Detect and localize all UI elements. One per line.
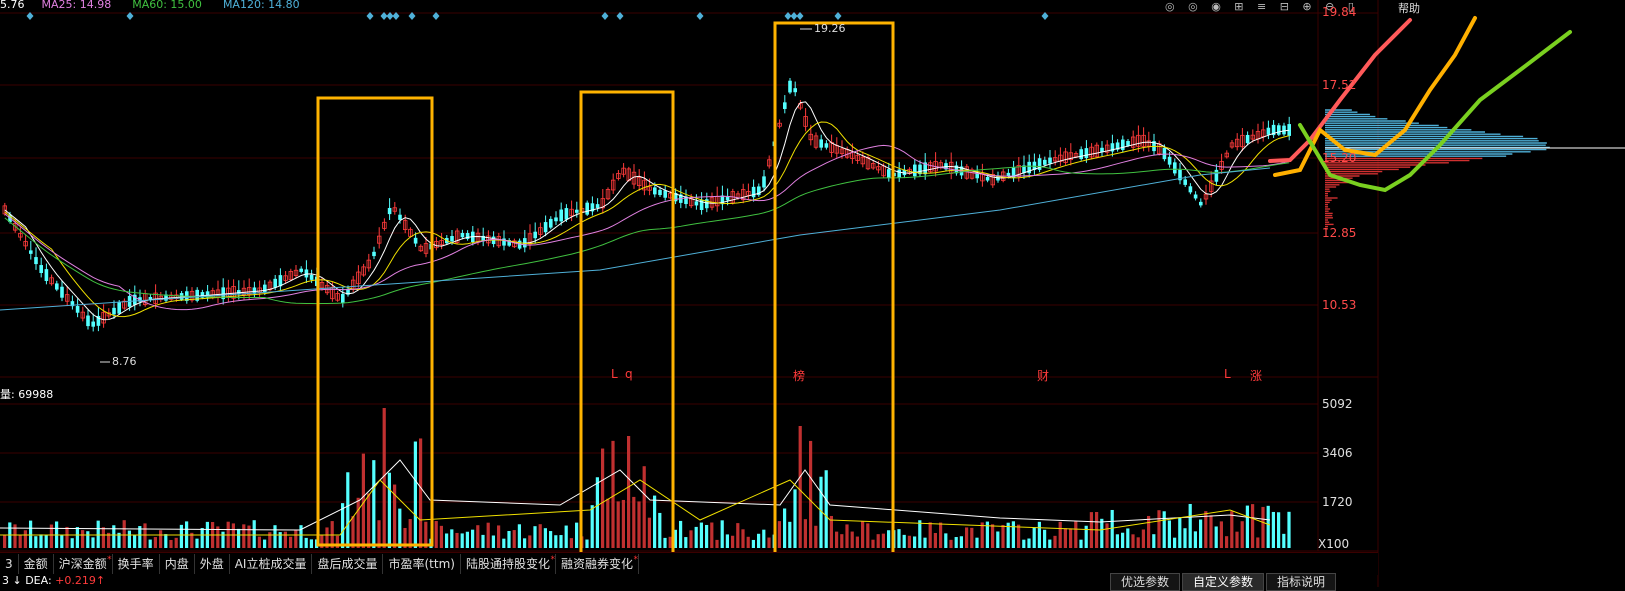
tab-label: 市盈率(ttm) <box>388 557 455 571</box>
indicator-tab[interactable]: 换手率 <box>113 554 160 574</box>
event-marker[interactable]: L <box>1224 367 1231 381</box>
low-price-label: 8.76 <box>112 355 137 368</box>
price-grid <box>0 0 1379 587</box>
tab-label: 3 <box>5 557 13 571</box>
event-marker[interactable]: 榜 <box>793 369 806 383</box>
tab-label: 陆股通持股变化 <box>465 557 550 571</box>
price-tick: 12.85 <box>1322 226 1357 240</box>
event-marker[interactable]: 涨 <box>1250 369 1263 383</box>
moving-average-lines <box>0 101 1290 321</box>
indicator-tab-bar: 3 金额 沪深金额 * 换手率 内盘 外盘 AI立桩成交量 盘后成交量 市盈率(ttm) 陆股通持股… <box>0 552 1378 575</box>
ma-legend: 5.76 MA25: 14.98 MA60: 15.00 MA120: 14.8… <box>0 0 300 12</box>
volume-ma-lines <box>0 459 1271 536</box>
window-icons[interactable]: ◎ ◎ ◉ ⊞ ≡ ⊟ ⊕ ⊖ ▯ <box>1165 0 1359 13</box>
help-label[interactable]: 帮助 <box>1398 2 1420 15</box>
price-tick: 19.84 <box>1322 5 1357 19</box>
volume-tick: 3406 <box>1322 446 1353 460</box>
indicator-tab[interactable]: 市盈率(ttm) <box>383 554 461 574</box>
annotation-curves <box>1268 16 1572 193</box>
indicator-tab[interactable]: 外盘 <box>195 554 230 574</box>
indicator-tab[interactable]: AI立桩成交量 <box>230 554 313 574</box>
parameter-buttons: 优选参数 自定义参数 指标说明 <box>1110 573 1338 591</box>
volume-tick: 1720 <box>1322 495 1353 509</box>
indicator-tab[interactable]: 金额 <box>19 554 54 574</box>
highlight-boxes <box>316 21 895 574</box>
ma-first-value: 5.76 <box>0 0 25 11</box>
dea-prefix: 3 ↓ DEA: <box>2 574 56 587</box>
star-icon: * <box>633 555 638 565</box>
tab-label: 外盘 <box>199 557 224 571</box>
dea-value: +0.219 <box>55 574 96 587</box>
tab-label: 换手率 <box>117 557 154 571</box>
indicator-tab[interactable]: 3 <box>0 554 19 574</box>
event-marker[interactable]: q <box>625 367 633 381</box>
price-tick: 17.52 <box>1322 78 1357 92</box>
tab-label: 沪深金额 <box>58 557 107 571</box>
price-tick: 10.53 <box>1322 298 1357 312</box>
parameter-button[interactable]: 优选参数 <box>1110 573 1181 591</box>
tab-label: 内盘 <box>164 557 189 571</box>
indicator-tab[interactable]: 内盘 <box>160 554 195 574</box>
ma60-value: MA60: 15.00 <box>132 0 202 11</box>
tab-label: 融资融券变化 <box>560 557 633 571</box>
volume-bars <box>3 408 1291 548</box>
ma25-value: MA25: 14.98 <box>41 0 112 11</box>
event-marker[interactable]: 财 <box>1037 369 1050 383</box>
parameter-button[interactable]: 自定义参数 <box>1182 573 1265 591</box>
indicator-tab[interactable]: 融资融券变化 * <box>556 554 639 574</box>
volume-tick: 5092 <box>1322 397 1353 411</box>
price-tick: 15.20 <box>1322 151 1357 165</box>
indicator-tab[interactable]: 陆股通持股变化 * <box>461 554 556 574</box>
event-marker[interactable]: L <box>611 367 618 381</box>
volume-tick: X100 <box>1318 537 1350 551</box>
chip-distribution <box>1325 109 1625 230</box>
star-icon: * <box>107 555 112 565</box>
candlestick-series <box>2 78 1291 332</box>
signal-diamonds <box>26 12 1049 20</box>
indicator-tab[interactable]: 沪深金额 * <box>54 554 113 574</box>
volume-label: 量: 69988 <box>0 388 54 401</box>
high-price-label: 19.26 <box>814 22 846 35</box>
tab-label: 盘后成交量 <box>317 557 378 571</box>
tab-label: AI立桩成交量 <box>234 557 307 571</box>
tab-label: 金额 <box>23 557 48 571</box>
star-icon: * <box>550 555 555 565</box>
dea-status: 3 ↓ DEA: +0.219↑ <box>2 574 105 587</box>
parameter-button[interactable]: 指标说明 <box>1266 573 1337 591</box>
ma120-value: MA120: 14.80 <box>222 0 300 11</box>
dea-arrow: ↑ <box>95 574 106 587</box>
indicator-tab[interactable]: 盘后成交量 <box>312 554 384 574</box>
